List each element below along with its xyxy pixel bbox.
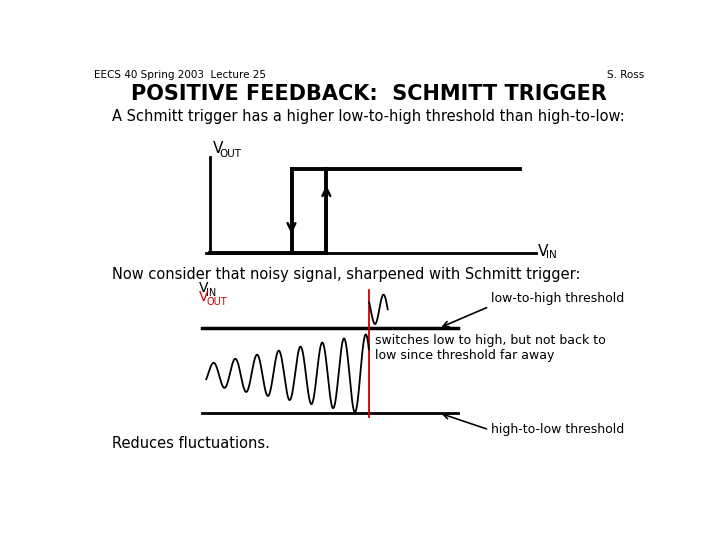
Text: V: V <box>199 281 208 295</box>
Text: Reduces fluctuations.: Reduces fluctuations. <box>112 436 269 451</box>
Text: POSITIVE FEEDBACK:  SCHMITT TRIGGER: POSITIVE FEEDBACK: SCHMITT TRIGGER <box>131 84 607 104</box>
Text: high-to-low threshold: high-to-low threshold <box>490 423 624 436</box>
Text: IN: IN <box>546 250 557 260</box>
Text: V: V <box>199 291 208 304</box>
Text: low-to-high threshold: low-to-high threshold <box>490 292 624 305</box>
Text: OUT: OUT <box>206 298 227 307</box>
Text: V: V <box>538 244 549 259</box>
Text: V: V <box>212 140 222 156</box>
Text: switches low to high, but not back to
low since threshold far away: switches low to high, but not back to lo… <box>375 334 606 362</box>
Text: IN: IN <box>206 288 217 298</box>
Text: Now consider that noisy signal, sharpened with Schmitt trigger:: Now consider that noisy signal, sharpene… <box>112 267 580 281</box>
Text: S. Ross: S. Ross <box>607 70 644 80</box>
Text: A Schmitt trigger has a higher low-to-high threshold than high-to-low:: A Schmitt trigger has a higher low-to-hi… <box>112 110 624 124</box>
Text: EECS 40 Spring 2003  Lecture 25: EECS 40 Spring 2003 Lecture 25 <box>94 70 266 80</box>
Text: OUT: OUT <box>220 148 241 159</box>
